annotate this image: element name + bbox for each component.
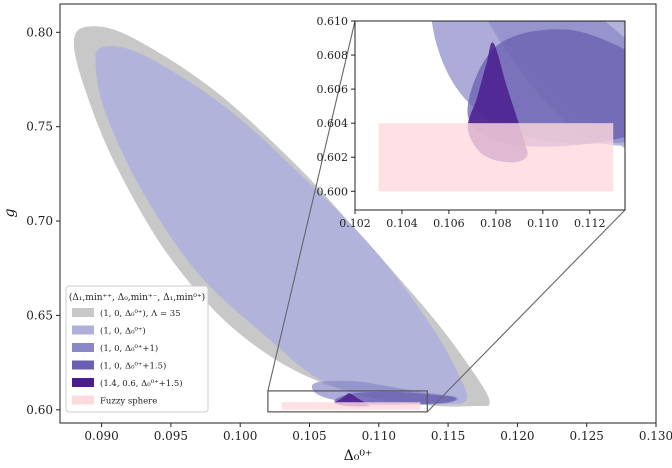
legend-swatch	[72, 325, 94, 335]
legend-label: (1, 0, Δ₀⁰⁺)	[100, 326, 146, 337]
legend: (Δ₁,min⁺⁺, Δ₀,min⁺⁻, Δ₁,min⁰⁺) (1, 0, Δ₀…	[65, 285, 209, 413]
legend-label: (1, 0, Δ₀⁰⁺+1.5)	[100, 361, 166, 372]
plot-frame	[59, 3, 657, 424]
main-x-tick-label: 0.125	[570, 429, 604, 443]
inset-y-tick-label: 0.604	[317, 117, 349, 130]
main-x-tick-label: 0.110	[362, 429, 396, 443]
legend-swatch	[72, 378, 94, 387]
inset-x-tick-label: 0.104	[386, 217, 418, 230]
main-fuzzy-sphere-box	[281, 402, 421, 410]
inset-x-tick-label: 0.108	[480, 217, 512, 230]
inset-y-tick-label: 0.602	[317, 151, 349, 164]
y-axis-label: g	[2, 208, 18, 217]
legend-swatch	[72, 343, 94, 352]
inset-y-tick-label: 0.600	[317, 185, 349, 198]
inset-ticks: 0.102 0.104 0.106 0.108 0.110 0.112 0.600 0.602…	[317, 15, 606, 230]
zoom-connector-left	[267, 20, 356, 392]
legend-box	[65, 285, 209, 413]
legend-title: (Δ₁,min⁺⁺, Δ₀,min⁺⁻, Δ₁,min⁰⁺)	[69, 292, 205, 303]
legend-label: (1, 0, Δ₀⁰⁺+1)	[100, 343, 158, 354]
x-axis-label: Δ₀⁰⁺	[344, 448, 373, 464]
zoom-indicator	[267, 20, 626, 413]
legend-label: (1, 0, Δ₀⁰⁺), Λ = 35	[100, 308, 181, 319]
main-y-tick-label: 0.60	[26, 403, 53, 417]
main-x-tick-label: 0.120	[500, 429, 534, 443]
main-ticks: 0.090 0.095 0.100 0.105 0.110 0.115 0.120 0.125…	[26, 25, 672, 443]
main-y-tick-label: 0.80	[26, 25, 53, 39]
zoom-box	[267, 390, 428, 413]
main-x-tick-label: 0.115	[431, 429, 465, 443]
inset-x-tick-label: 0.106	[433, 217, 465, 230]
legend-label: (1.4, 0.6, Δ₀⁰⁺+1.5)	[100, 378, 183, 389]
zoom-connector-right	[426, 209, 626, 413]
legend-swatch	[72, 308, 94, 317]
main-y-tick-label: 0.70	[26, 214, 53, 228]
inset-y-tick-label: 0.608	[317, 49, 349, 62]
inset-fuzzy-sphere-box	[378, 123, 614, 192]
legend-label: Fuzzy sphere	[100, 397, 157, 407]
main-region-2	[95, 46, 468, 405]
inset-x-tick-label: 0.112	[574, 217, 606, 230]
inset-frame	[354, 20, 626, 211]
inset-y-tick-label: 0.606	[317, 83, 349, 96]
inset-regions	[378, 21, 625, 192]
main-x-tick-label: 0.100	[223, 429, 257, 443]
legend-swatch	[72, 360, 94, 370]
main-regions	[73, 26, 490, 410]
legend-swatch	[72, 395, 94, 405]
main-x-tick-label: 0.105	[292, 429, 326, 443]
inset-x-tick-label: 0.110	[527, 217, 559, 230]
inset-y-tick-label: 0.610	[317, 15, 349, 28]
main-y-tick-label: 0.65	[26, 308, 53, 322]
main-x-tick-label: 0.090	[84, 429, 118, 443]
main-x-tick-label: 0.095	[154, 429, 188, 443]
main-region-4	[334, 391, 457, 405]
inset-plot: 0.102 0.104 0.106 0.108 0.110 0.112 0.600 0.602…	[317, 15, 626, 230]
inset-x-tick-label: 0.102	[339, 217, 371, 230]
legend-entries: (1, 0, Δ₀⁰⁺), Λ = 35 (1, 0, Δ₀⁰⁺) (1, 0, Δ…	[72, 308, 183, 407]
main-y-tick-label: 0.75	[26, 120, 53, 134]
main-x-tick-label: 0.130	[639, 429, 672, 443]
